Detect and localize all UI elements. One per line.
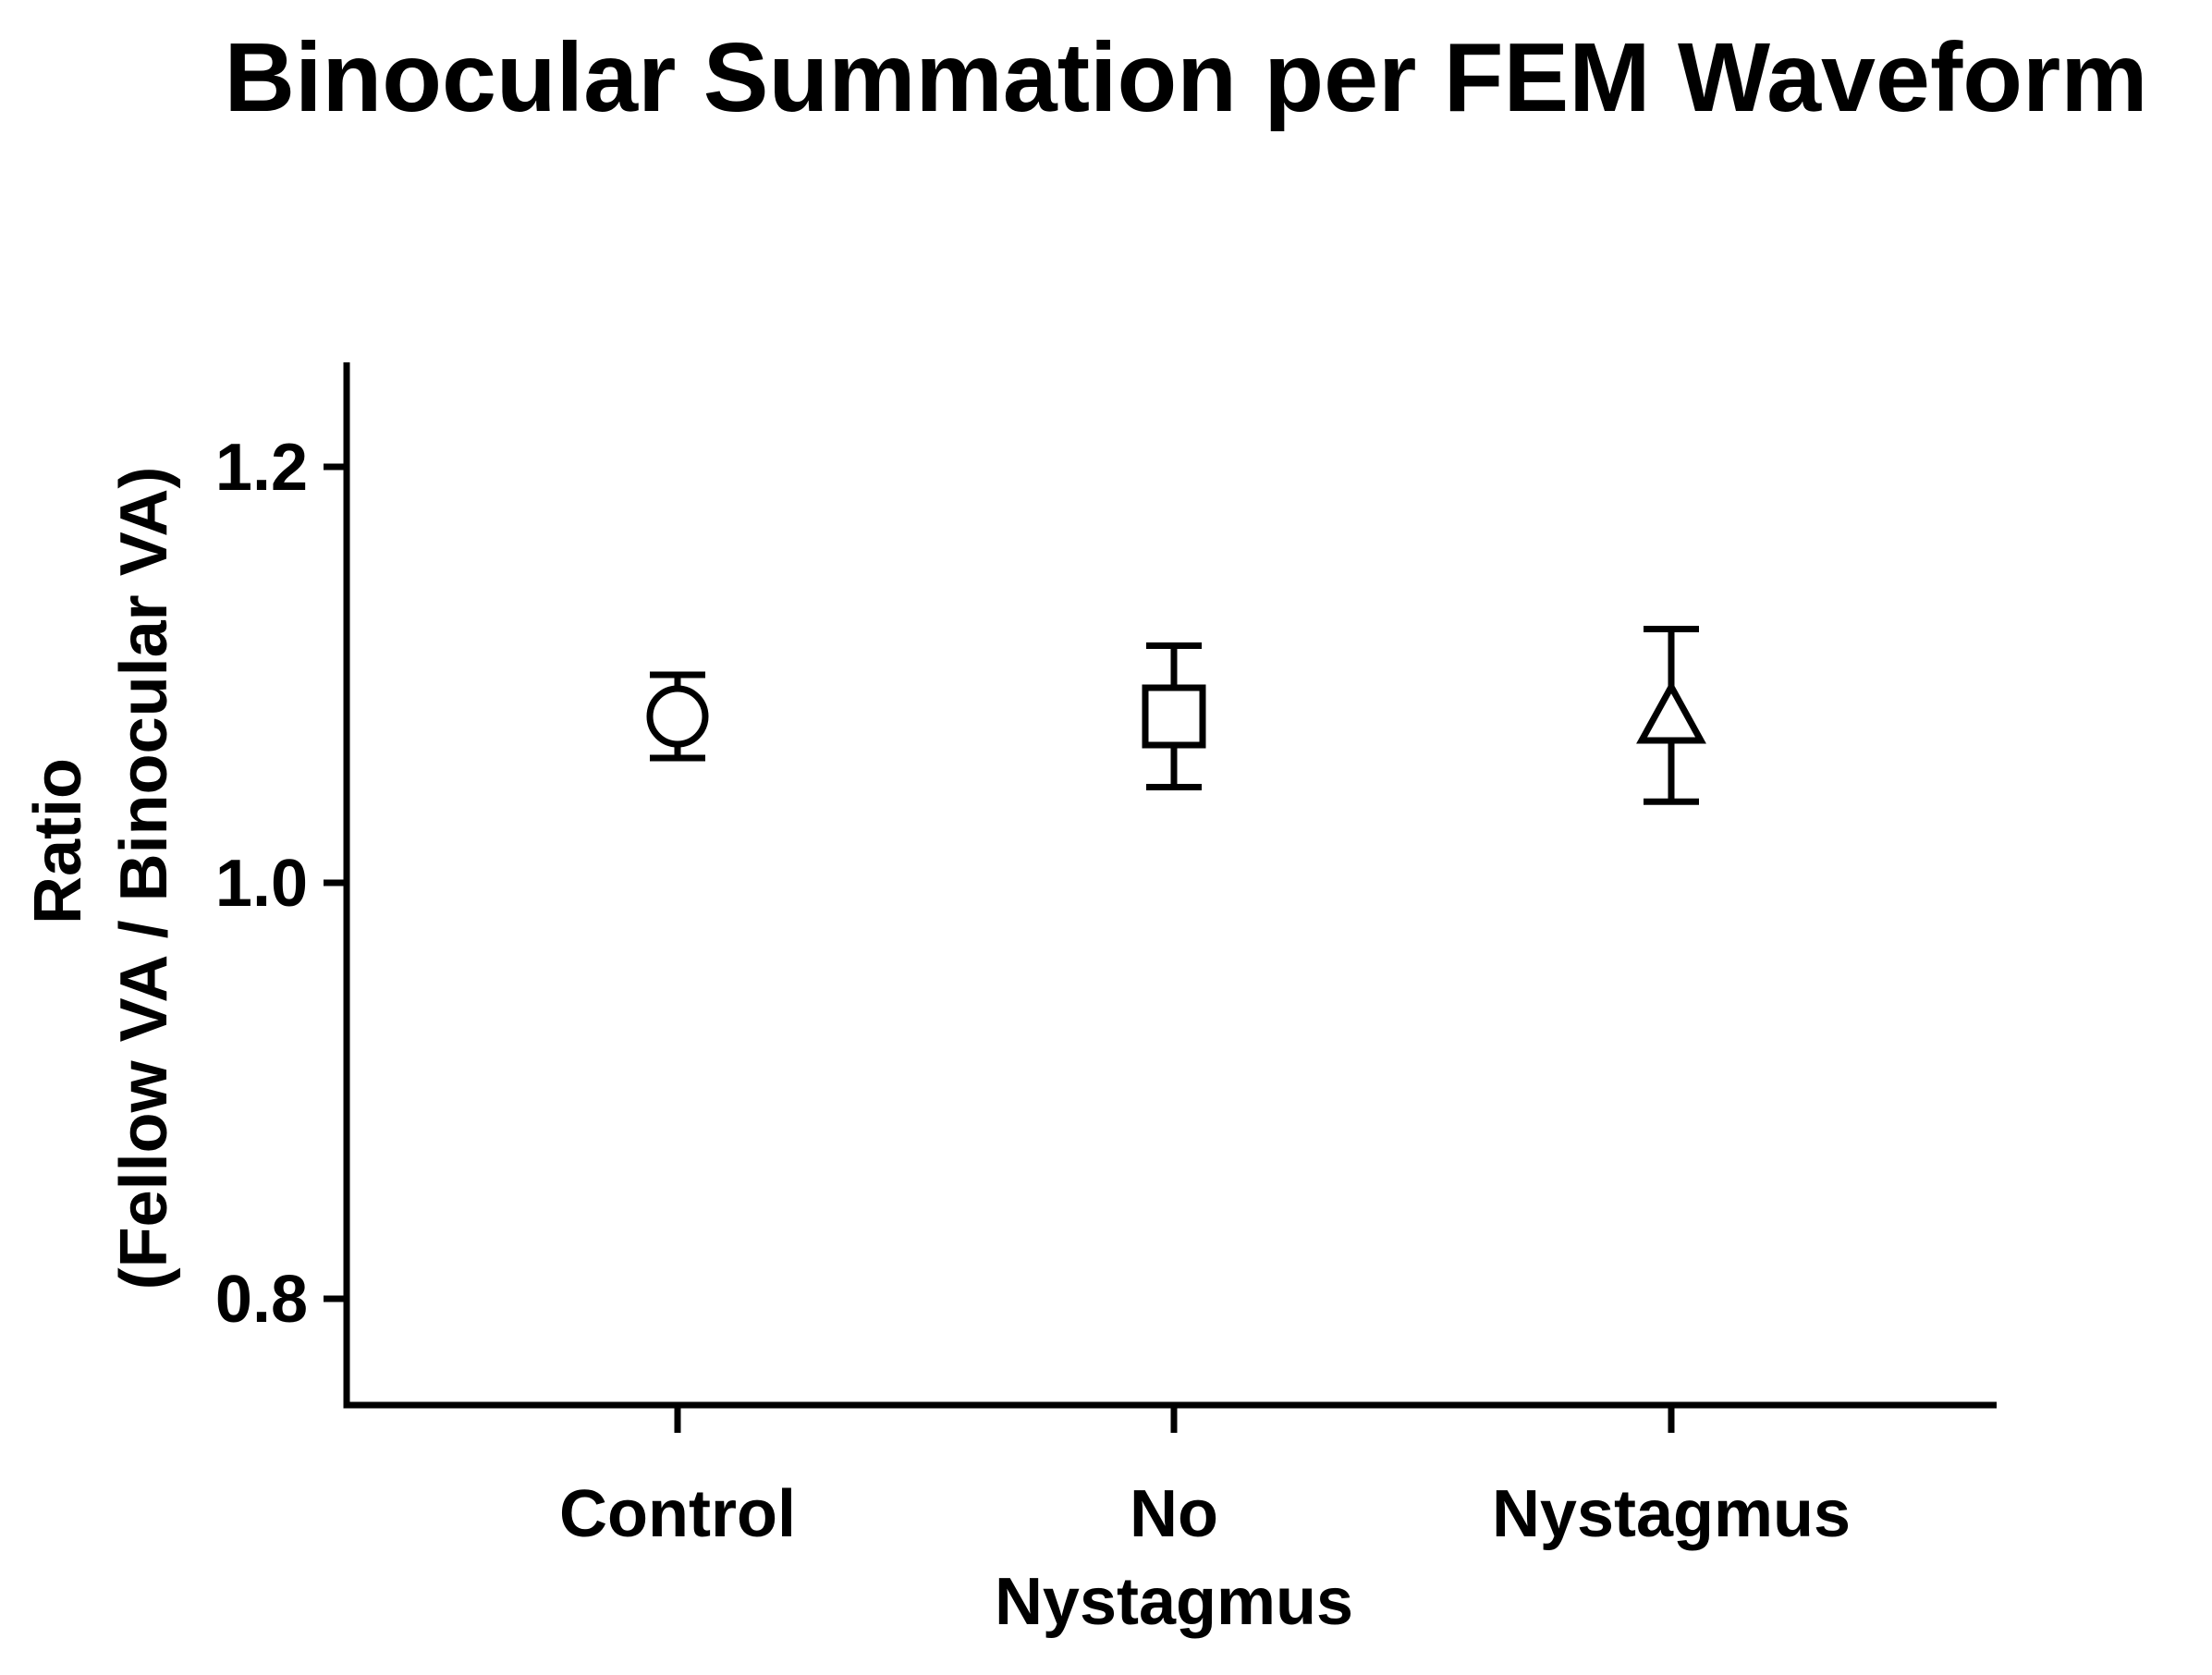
chart-title: Binocular Summation per FEM Waveform — [224, 23, 2147, 132]
data-point-circle — [646, 685, 709, 748]
y-axis-title-line-2: (Fellow VA / Binocular VA) — [107, 467, 181, 1290]
y-axis-title: Ratio (Fellow VA / Binocular VA) — [21, 467, 181, 1290]
data-point-square — [1142, 684, 1206, 749]
axes-frame — [343, 362, 1997, 1409]
x-tick-label: Nystagmus — [1492, 1477, 1851, 1551]
x-tick-label: Control — [559, 1477, 796, 1551]
plot-area: 0.8 1.0 1.2 Control No Nystagmus Nystagmus — [215, 362, 1997, 1639]
data-point-triangle — [1636, 679, 1706, 744]
y-tick-label: 0.8 — [215, 1263, 308, 1337]
x-tick-label: No — [1130, 1477, 1218, 1551]
y-tick-label: 1.0 — [215, 847, 308, 921]
y-axis-title-line-1: Ratio — [21, 758, 95, 924]
x-tick-label: Nystagmus — [995, 1565, 1353, 1639]
y-tick-label: 1.2 — [215, 431, 308, 505]
